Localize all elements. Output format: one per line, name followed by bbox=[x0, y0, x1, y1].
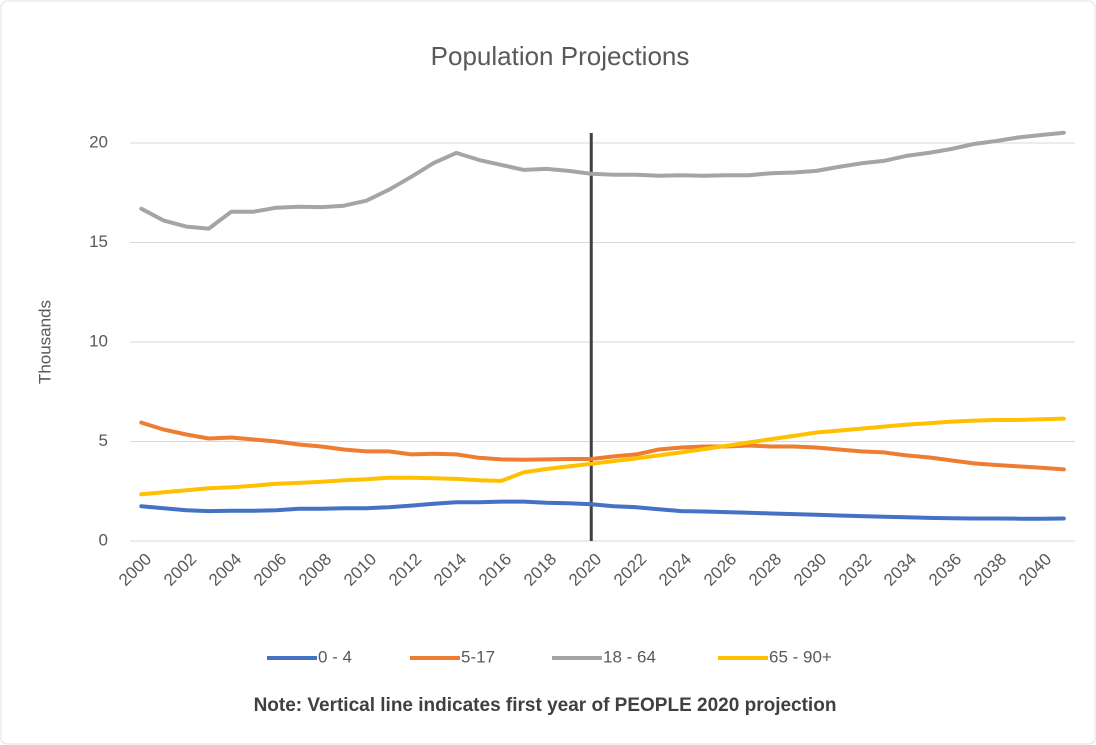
y-tick-label: 15 bbox=[89, 232, 108, 251]
legend-label: 0 - 4 bbox=[318, 647, 352, 666]
legend-label: 18 - 64 bbox=[603, 647, 656, 666]
series-line bbox=[139, 420, 1066, 472]
series-line bbox=[139, 416, 1066, 497]
y-tick-label: 20 bbox=[89, 132, 108, 151]
y-axis-label: Thousands bbox=[35, 300, 54, 384]
series-line bbox=[139, 130, 1066, 231]
note: Note: Vertical line indicates first year… bbox=[254, 695, 837, 716]
legend-label: 5-17 bbox=[461, 647, 495, 666]
chart-title: Population Projections bbox=[431, 41, 690, 71]
y-tick-label: 0 bbox=[99, 530, 108, 549]
y-tick-label: 5 bbox=[99, 431, 108, 450]
series-line bbox=[139, 499, 1066, 521]
y-tick-label: 10 bbox=[89, 331, 108, 350]
legend-label: 65 - 90+ bbox=[769, 647, 832, 666]
